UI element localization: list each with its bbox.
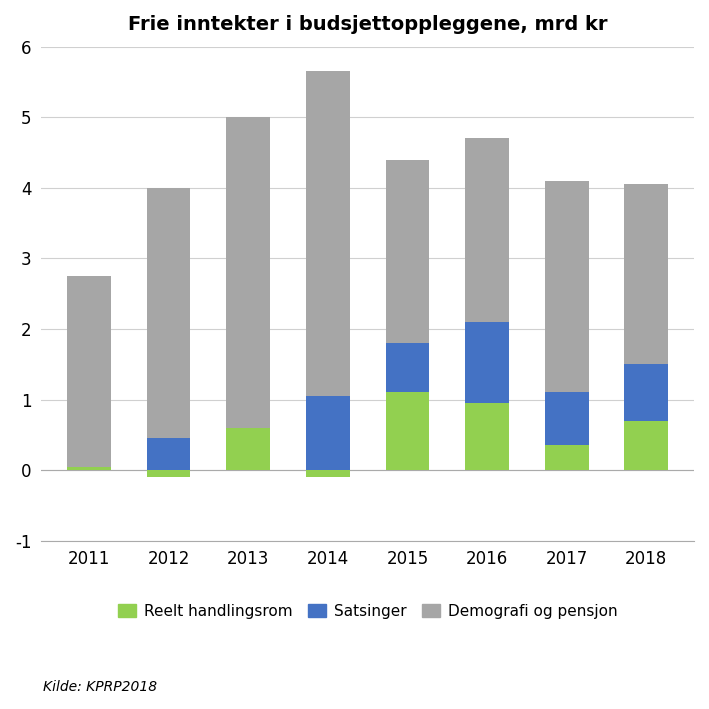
- Bar: [386, 343, 430, 393]
- Bar: [545, 393, 588, 445]
- Bar: [625, 364, 668, 420]
- Bar: [67, 467, 111, 470]
- Bar: [306, 470, 350, 477]
- Title: Frie inntekter i budsjettoppleggene, mrd kr: Frie inntekter i budsjettoppleggene, mrd…: [128, 15, 608, 34]
- Bar: [625, 420, 668, 470]
- Legend: Reelt handlingsrom, Satsinger, Demografi og pensjon: Reelt handlingsrom, Satsinger, Demografi…: [112, 598, 623, 625]
- Bar: [465, 403, 509, 470]
- Bar: [545, 181, 588, 393]
- Bar: [67, 276, 111, 467]
- Bar: [226, 428, 270, 470]
- Bar: [147, 438, 191, 470]
- Text: Kilde: KPRP2018: Kilde: KPRP2018: [43, 680, 157, 694]
- Bar: [386, 160, 430, 343]
- Bar: [226, 117, 270, 428]
- Bar: [306, 396, 350, 470]
- Bar: [465, 322, 509, 403]
- Bar: [625, 184, 668, 364]
- Bar: [465, 138, 509, 322]
- Bar: [545, 445, 588, 470]
- Bar: [306, 72, 350, 396]
- Bar: [147, 188, 191, 438]
- Bar: [386, 393, 430, 470]
- Bar: [147, 470, 191, 477]
